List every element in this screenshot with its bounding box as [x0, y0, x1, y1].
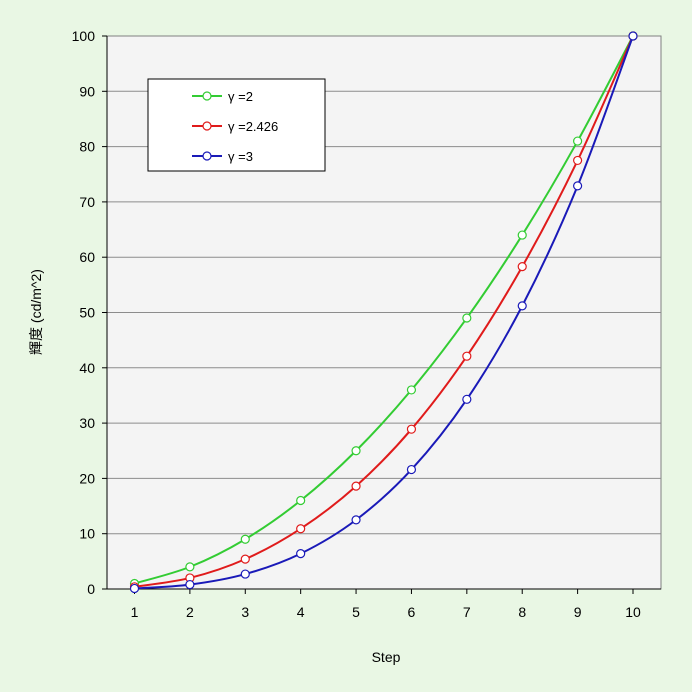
series-group	[129, 31, 638, 594]
y-tick-label: 0	[87, 581, 95, 597]
x-tick-label: 10	[625, 604, 641, 620]
data-point	[462, 313, 472, 323]
data-point	[517, 230, 527, 240]
data-point	[296, 495, 306, 506]
data-point	[240, 554, 250, 564]
x-tick-label: 4	[297, 604, 305, 620]
data-point	[129, 583, 140, 594]
data-point	[573, 181, 583, 191]
y-tick-label: 10	[79, 526, 95, 542]
x-tick-label: 5	[352, 604, 360, 620]
legend-item-2: γ =2.426	[192, 119, 278, 134]
data-point	[185, 562, 195, 572]
y-tick-label: 100	[72, 28, 96, 44]
axes: 0 10 20 30 40 50 60 70 80 90 100 1 2 3 4 5 6 7 8 9 10	[72, 28, 661, 620]
y-tick-label: 70	[79, 194, 95, 210]
series-3	[129, 31, 638, 594]
data-point	[351, 446, 361, 456]
y-axis-title: 輝度 (cd/m^2)	[28, 269, 44, 355]
y-tick-label: 60	[79, 249, 95, 265]
data-point	[517, 301, 527, 311]
x-tick-label: 2	[186, 604, 194, 620]
x-tick-label: 3	[241, 604, 249, 620]
y-tick-label: 50	[79, 305, 95, 321]
data-point	[240, 534, 250, 544]
data-point	[406, 385, 417, 395]
x-tick-label: 7	[463, 604, 471, 620]
data-point	[351, 515, 361, 525]
x-tick-label: 9	[574, 604, 582, 620]
data-point	[462, 394, 472, 404]
x-tick-label: 1	[131, 604, 139, 620]
x-tick-label: 8	[518, 604, 526, 620]
legend: γ =2 γ =2.426 γ =3	[147, 78, 326, 172]
data-point	[517, 262, 527, 272]
data-point	[462, 351, 472, 361]
series-line	[134, 35, 634, 585]
data-point	[628, 31, 638, 41]
legend-item-1: γ =2	[192, 89, 253, 104]
data-point	[185, 579, 195, 590]
legend-marker	[202, 151, 212, 161]
y-tick-label: 20	[79, 470, 95, 486]
legend-label: γ =2	[228, 89, 253, 104]
data-point	[296, 524, 306, 534]
legend-marker	[202, 91, 212, 101]
legend-box	[147, 78, 326, 172]
y-tick-label: 80	[79, 139, 95, 155]
data-point	[406, 424, 417, 434]
y-tick-label: 40	[79, 360, 95, 376]
legend-label: γ =3	[228, 149, 253, 164]
legend-label: γ =2.426	[228, 119, 278, 134]
x-axis-title: Step	[372, 649, 401, 665]
data-point	[573, 155, 583, 166]
legend-marker	[202, 121, 212, 131]
y-tick-label: 90	[79, 83, 95, 99]
x-tick-label: 6	[408, 604, 416, 620]
data-point	[296, 549, 306, 559]
data-point	[573, 136, 583, 146]
data-point	[406, 464, 417, 475]
data-point	[240, 569, 250, 579]
legend-item-3: γ =3	[192, 149, 253, 164]
data-point	[351, 481, 361, 491]
y-tick-label: 30	[79, 415, 95, 431]
